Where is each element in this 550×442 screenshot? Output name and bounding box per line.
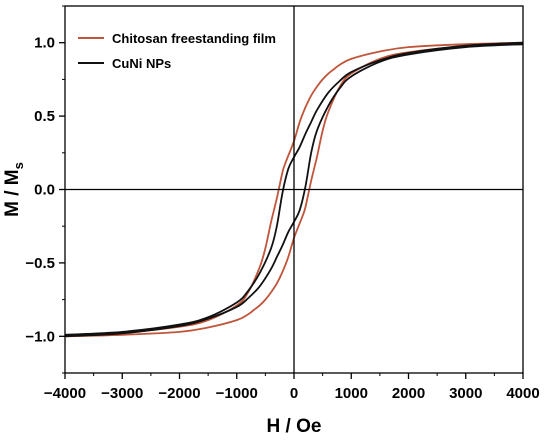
x-tick-label: 2000 [392,385,425,402]
y-tick-label: 0.0 [34,182,55,199]
legend-label: CuNi NPs [112,56,171,71]
x-tick-label: 4000 [506,385,539,402]
y-tick-label: 1.0 [34,35,55,52]
y-axis-title-main: M / M [2,169,23,217]
x-tick-label: 3000 [449,385,482,402]
y-tick-label: 0.5 [34,108,55,125]
x-axis-title: H / Oe [267,416,322,437]
zero-lines [65,6,523,373]
x-tick-label: 0 [290,385,298,402]
x-tick-label: −3000 [101,385,143,402]
y-axis-title: M / Ms [2,162,26,217]
y-tick-label: −0.5 [25,255,55,272]
x-tick-label: 1000 [335,385,368,402]
legend-label: Chitosan freestanding film [112,31,276,46]
axis-ticks: −4000 −3000 −2000 −1000 0 1000 2000 3000 4000 −1.… [25,5,540,402]
x-tick-label: −2000 [158,385,200,402]
y-axis-title-subscript: s [11,162,26,169]
legend: Chitosan freestanding film CuNi NPs [78,31,276,71]
x-tick-label: −1000 [216,385,258,402]
x-tick-label: −4000 [44,385,86,402]
y-tick-label: −1.0 [25,328,55,345]
